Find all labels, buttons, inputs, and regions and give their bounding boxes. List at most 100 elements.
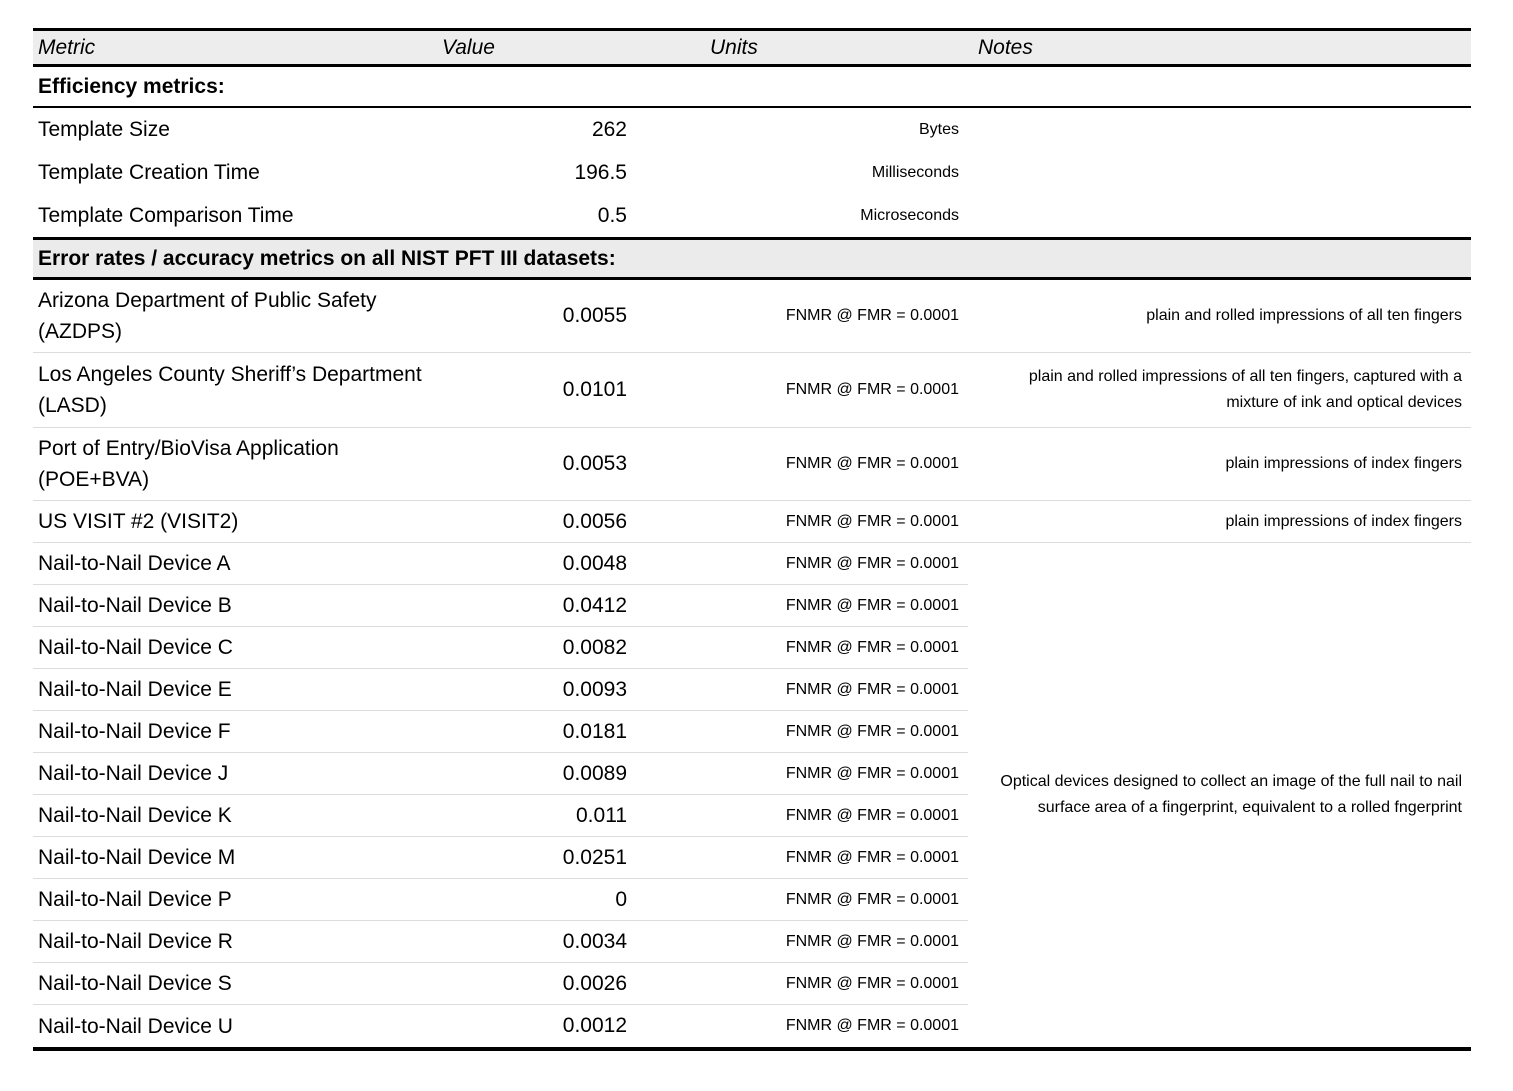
- table-row: Template Size 262 Bytes: [33, 108, 1471, 151]
- table-row: Nail-to-Nail Device J 0.0089 FNMR @ FMR …: [33, 753, 968, 795]
- metric-cell: Port of Entry/BioVisa Application (POE+B…: [38, 437, 339, 491]
- metric-cell: Nail-to-Nail Device K: [38, 804, 232, 827]
- units-cell: FNMR @ FMR = 0.0001: [785, 764, 959, 782]
- metric-cell: Template Comparison Time: [38, 204, 294, 227]
- metric-cell: US VISIT #2 (VISIT2): [38, 510, 239, 533]
- table-row: Nail-to-Nail Device R 0.0034 FNMR @ FMR …: [33, 921, 968, 963]
- value-cell: 0.0055: [562, 304, 627, 327]
- section-title-text: Efficiency metrics:: [38, 74, 225, 98]
- metric-cell: Los Angeles County Sheriff’s Department …: [38, 363, 422, 417]
- units-cell: FNMR @ FMR = 0.0001: [785, 455, 959, 472]
- units-cell: FNMR @ FMR = 0.0001: [785, 932, 959, 950]
- column-header-units: Units: [710, 36, 758, 59]
- metric-cell: Nail-to-Nail Device F: [38, 720, 231, 743]
- table-row: Nail-to-Nail Device M 0.0251 FNMR @ FMR …: [33, 837, 968, 879]
- units-cell: FNMR @ FMR = 0.0001: [785, 307, 959, 324]
- table-row: Nail-to-Nail Device A 0.0048 FNMR @ FMR …: [33, 543, 968, 585]
- units-cell: FNMR @ FMR = 0.0001: [785, 1017, 959, 1034]
- value-cell: 0.0251: [562, 845, 627, 869]
- notes-cell: plain impressions of index fingers: [1225, 455, 1462, 472]
- value-cell: 0.0012: [562, 1014, 627, 1037]
- notes-cell: Optical devices designed to collect an i…: [1000, 773, 1462, 816]
- table-top-border: [33, 28, 1471, 31]
- metric-cell: Nail-to-Nail Device U: [38, 1014, 233, 1038]
- table-column-header-row: Metric Value Units Notes: [33, 31, 1471, 64]
- column-header-notes: Notes: [978, 36, 1033, 59]
- value-cell: 0.5: [597, 203, 627, 227]
- metric-cell: Nail-to-Nail Device P: [38, 888, 232, 911]
- table-row: Nail-to-Nail Device S 0.0026 FNMR @ FMR …: [33, 963, 968, 1005]
- units-cell: FNMR @ FMR = 0.0001: [785, 596, 959, 614]
- units-cell: FNMR @ FMR = 0.0001: [785, 974, 959, 992]
- units-cell: FNMR @ FMR = 0.0001: [785, 722, 959, 740]
- units-cell: Microseconds: [860, 206, 959, 224]
- units-cell: FNMR @ FMR = 0.0001: [785, 512, 959, 530]
- table-row: US VISIT #2 (VISIT2) 0.0056 FNMR @ FMR =…: [33, 501, 1471, 543]
- section-title-text: Error rates / accuracy metrics on all NI…: [38, 246, 616, 270]
- metric-cell: Nail-to-Nail Device R: [38, 930, 233, 953]
- value-cell: 0.0026: [562, 971, 627, 995]
- value-cell: 0: [615, 887, 627, 911]
- value-cell: 0.0093: [562, 677, 627, 701]
- notes-cell: plain and rolled impressions of all ten …: [1028, 368, 1462, 411]
- value-cell: 0.0082: [562, 635, 627, 659]
- table-row: Nail-to-Nail Device K 0.011 FNMR @ FMR =…: [33, 795, 968, 837]
- device-group-shared-note: Optical devices designed to collect an i…: [968, 543, 1471, 1047]
- value-cell: 196.5: [574, 160, 627, 184]
- metrics-table: Metric Value Units Notes Efficiency metr…: [33, 28, 1471, 1051]
- value-cell: 0.0056: [562, 509, 627, 533]
- metric-cell: Nail-to-Nail Device M: [38, 846, 236, 869]
- metric-cell: Arizona Department of Public Safety (AZD…: [38, 289, 377, 343]
- units-cell: FNMR @ FMR = 0.0001: [785, 554, 959, 572]
- value-cell: 0.0034: [562, 929, 627, 953]
- units-cell: FNMR @ FMR = 0.0001: [785, 680, 959, 698]
- units-cell: FNMR @ FMR = 0.0001: [785, 381, 959, 398]
- value-cell: 262: [591, 117, 627, 141]
- metric-cell: Nail-to-Nail Device A: [38, 552, 231, 575]
- table-row: Nail-to-Nail Device C 0.0082 FNMR @ FMR …: [33, 627, 968, 669]
- table-row: Los Angeles County Sheriff’s Department …: [33, 353, 1471, 428]
- metric-cell: Template Creation Time: [38, 161, 260, 184]
- value-cell: 0.0089: [562, 761, 627, 785]
- table-row: Nail-to-Nail Device E 0.0093 FNMR @ FMR …: [33, 669, 968, 711]
- units-cell: FNMR @ FMR = 0.0001: [785, 638, 959, 656]
- value-cell: 0.0053: [562, 452, 627, 475]
- metric-cell: Nail-to-Nail Device B: [38, 594, 232, 617]
- table-border-line: [33, 237, 1471, 240]
- units-cell: Bytes: [918, 120, 959, 138]
- column-header-value: Value: [442, 36, 495, 59]
- units-cell: Milliseconds: [871, 163, 959, 181]
- table-row: Nail-to-Nail Device U 0.0012 FNMR @ FMR …: [33, 1005, 968, 1047]
- notes-cell: plain and rolled impressions of all ten …: [1146, 307, 1462, 324]
- value-cell: 0.0048: [562, 551, 627, 575]
- table-border-line: [33, 106, 1471, 108]
- nail-to-nail-device-group: Nail-to-Nail Device A 0.0048 FNMR @ FMR …: [33, 543, 1471, 1047]
- metric-cell: Template Size: [38, 118, 170, 141]
- table-border-line: [33, 64, 1471, 67]
- table-row: Template Creation Time 196.5 Millisecond…: [33, 151, 1471, 194]
- units-cell: FNMR @ FMR = 0.0001: [785, 806, 959, 824]
- units-cell: FNMR @ FMR = 0.0001: [785, 848, 959, 866]
- section-header-efficiency: Efficiency metrics:: [33, 67, 1471, 106]
- device-rows: Nail-to-Nail Device A 0.0048 FNMR @ FMR …: [33, 543, 968, 1047]
- column-header-metric: Metric: [38, 36, 96, 59]
- table-row: Nail-to-Nail Device B 0.0412 FNMR @ FMR …: [33, 585, 968, 627]
- table-bottom-border: [33, 1047, 1471, 1051]
- notes-cell: plain impressions of index fingers: [1225, 512, 1462, 530]
- value-cell: 0.011: [576, 803, 627, 827]
- value-cell: 0.0181: [562, 719, 627, 743]
- table-row: Template Comparison Time 0.5 Microsecond…: [33, 194, 1471, 237]
- value-cell: 0.0412: [562, 593, 627, 617]
- table-row: Arizona Department of Public Safety (AZD…: [33, 280, 1471, 353]
- table-row: Port of Entry/BioVisa Application (POE+B…: [33, 428, 1471, 501]
- metric-cell: Nail-to-Nail Device J: [38, 762, 229, 785]
- metric-cell: Nail-to-Nail Device E: [38, 678, 232, 701]
- value-cell: 0.0101: [562, 378, 627, 401]
- section-header-error-rates: Error rates / accuracy metrics on all NI…: [33, 240, 1471, 277]
- table-row: Nail-to-Nail Device P 0 FNMR @ FMR = 0.0…: [33, 879, 968, 921]
- units-cell: FNMR @ FMR = 0.0001: [785, 890, 959, 908]
- table-border-line: [33, 277, 1471, 280]
- table-row: Nail-to-Nail Device F 0.0181 FNMR @ FMR …: [33, 711, 968, 753]
- metric-cell: Nail-to-Nail Device S: [38, 972, 232, 995]
- metric-cell: Nail-to-Nail Device C: [38, 636, 233, 659]
